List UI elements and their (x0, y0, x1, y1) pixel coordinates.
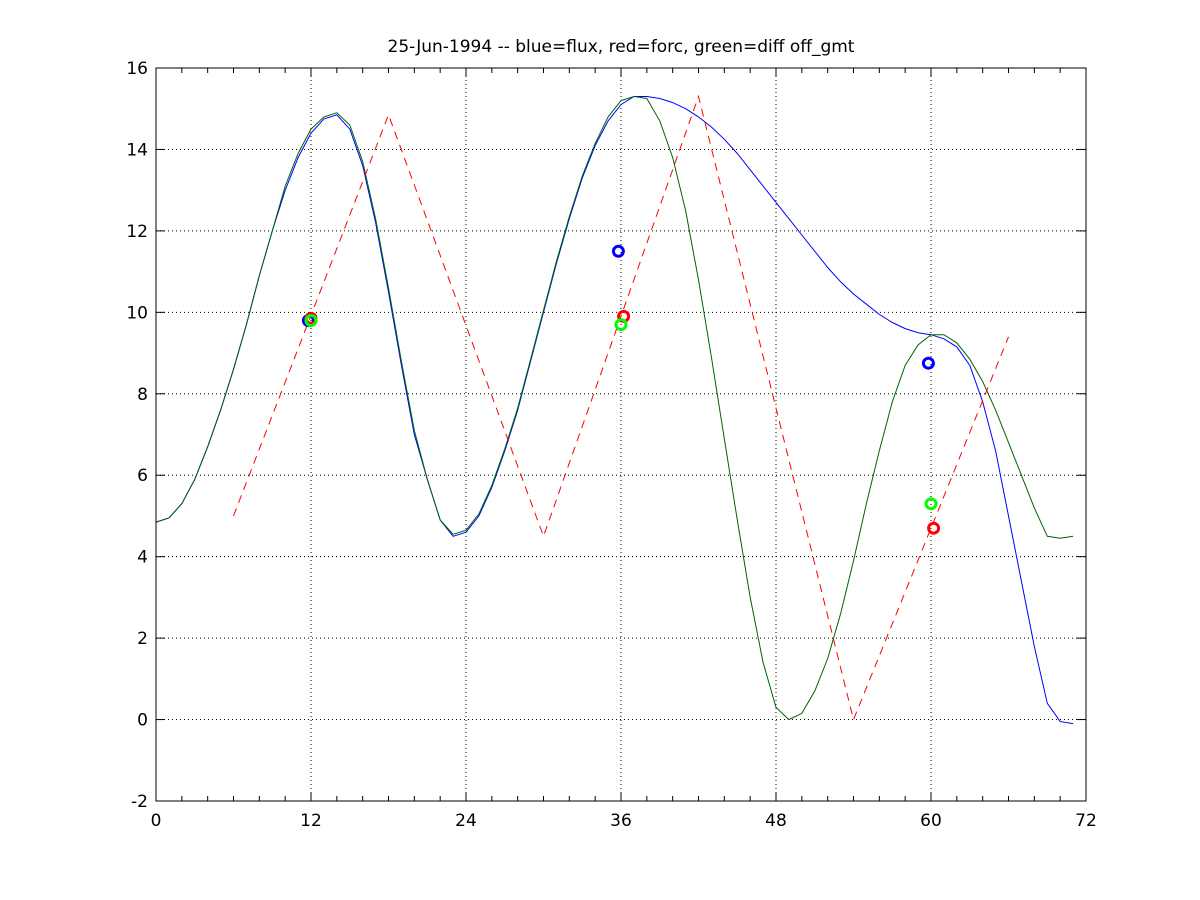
x-tick-label: 60 (920, 811, 942, 831)
series-line-diff (155, 95, 1074, 721)
x-tick-label: 0 (151, 811, 162, 831)
plot-area (156, 68, 1086, 801)
series-line-flux (155, 96, 1074, 725)
y-tick-label: 10 (126, 303, 148, 323)
marker-forc (927, 521, 941, 535)
axis-ticks (155, 67, 1087, 802)
y-tick-label: 8 (137, 385, 148, 405)
x-tick-label: 36 (610, 811, 632, 831)
marker-diff (614, 318, 628, 332)
marker-diff (304, 314, 318, 327)
x-tick-label: 12 (300, 811, 322, 831)
chart-title: 25-Jun-1994 -- blue=flux, red=forc, gree… (388, 37, 855, 57)
x-tick-label: 24 (455, 811, 477, 831)
x-tick-label: 72 (1075, 811, 1097, 831)
y-tick-label: 0 (137, 711, 148, 731)
series-group (155, 94, 1074, 725)
series-line-forc (233, 94, 1009, 722)
marker-diff (924, 497, 938, 511)
y-tick-label: 2 (137, 629, 148, 649)
marker-group (301, 244, 941, 535)
x-tick-label: 48 (765, 811, 787, 831)
marker-flux (611, 244, 625, 258)
y-tick-label: -2 (131, 792, 148, 812)
y-tick-label: 6 (137, 466, 148, 486)
y-tick-label: 4 (137, 548, 148, 568)
y-tick-label: 14 (126, 140, 148, 160)
y-tick-label: 16 (126, 59, 148, 79)
marker-flux (921, 356, 935, 370)
y-tick-label: 12 (126, 222, 148, 242)
